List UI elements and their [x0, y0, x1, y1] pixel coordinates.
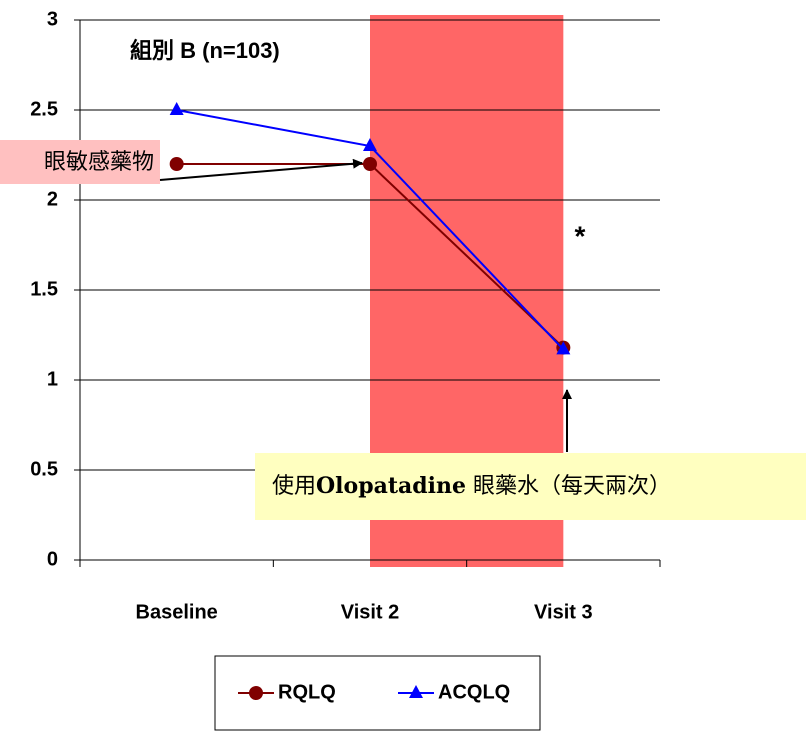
y-tick-label: 1.5 — [30, 278, 58, 300]
legend-marker — [409, 685, 423, 698]
point — [169, 102, 184, 115]
treatment-note-part: Olopatadine — [316, 473, 466, 499]
y-tick-label: 3 — [47, 8, 58, 30]
legend-label: ACQLQ — [438, 681, 510, 703]
y-tick-label: 0.5 — [30, 458, 58, 480]
point — [363, 157, 377, 171]
drug-note-box — [0, 140, 160, 184]
x-tick-label: Visit 2 — [341, 601, 400, 623]
treatment-note-box — [255, 453, 806, 520]
y-tick-label: 2 — [47, 188, 58, 210]
point — [556, 341, 571, 355]
significance-mark: * — [575, 220, 586, 251]
legend-label: RQLQ — [278, 681, 336, 703]
chart-title: 組別 B (n=103) — [130, 38, 280, 63]
x-tick-label: Visit 3 — [534, 601, 593, 623]
y-tick-label: 2.5 — [30, 98, 58, 120]
arrow — [159, 158, 363, 181]
drug-note: 眼敏感藥物 — [44, 150, 154, 175]
legend-marker — [249, 686, 263, 700]
treatment-note-part: 眼藥水（每天兩次） — [466, 474, 671, 499]
treatment-note-part: 使用 — [272, 474, 316, 499]
y-tick-label: 1 — [47, 368, 58, 390]
point — [363, 138, 377, 151]
treatment-note: 使用Olopatadine 眼藥水（每天兩次） — [272, 473, 671, 499]
point — [169, 157, 184, 171]
x-tick-label: Baseline — [136, 601, 218, 623]
y-tick-label: 0 — [47, 548, 58, 570]
